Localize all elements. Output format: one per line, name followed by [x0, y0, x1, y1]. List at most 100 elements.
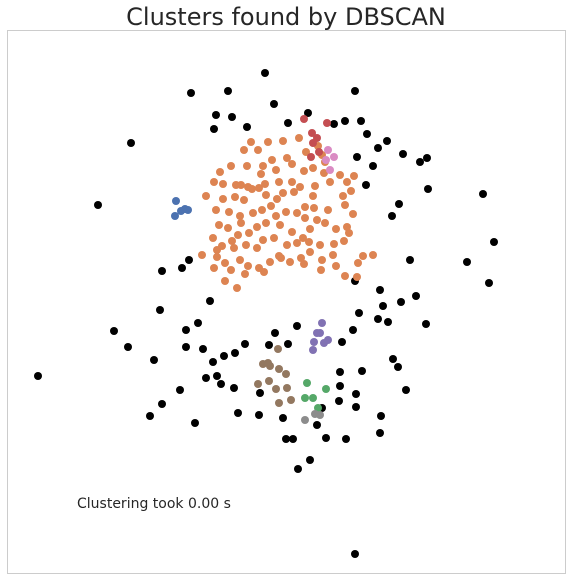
data-point: [332, 262, 340, 270]
data-point: [191, 419, 199, 427]
data-point: [336, 368, 344, 376]
data-point: [261, 180, 269, 188]
data-point: [240, 146, 248, 154]
data-point: [320, 169, 328, 177]
data-point: [234, 409, 242, 417]
data-point: [485, 279, 493, 287]
data-point: [353, 153, 361, 161]
data-point: [275, 365, 283, 373]
data-point: [206, 297, 214, 305]
data-point: [267, 202, 275, 210]
data-point: [249, 209, 257, 217]
data-point: [316, 241, 324, 249]
data-point: [210, 264, 218, 272]
data-point: [309, 164, 317, 172]
data-point: [182, 343, 190, 351]
data-point: [256, 389, 264, 397]
data-point: [424, 185, 432, 193]
data-point: [341, 117, 349, 125]
data-point: [384, 318, 392, 326]
data-point: [354, 259, 362, 267]
data-point: [323, 119, 331, 127]
data-point: [213, 372, 221, 380]
data-point: [309, 139, 317, 147]
data-point: [202, 374, 210, 382]
data-point: [228, 237, 236, 245]
data-point: [271, 329, 279, 337]
series-5: [309, 319, 332, 354]
data-point: [416, 158, 424, 166]
data-point: [150, 356, 158, 364]
data-point: [479, 190, 487, 198]
data-point: [34, 372, 42, 380]
series-1: [198, 134, 377, 292]
data-point: [209, 234, 217, 242]
data-point: [217, 380, 225, 388]
data-point: [282, 370, 290, 378]
data-point: [270, 234, 278, 242]
data-point: [185, 256, 193, 264]
data-point: [332, 225, 340, 233]
data-point: [349, 210, 357, 218]
series-0: [34, 69, 498, 558]
data-point: [330, 120, 338, 128]
data-point: [275, 252, 283, 260]
data-point: [110, 327, 118, 335]
data-point: [171, 212, 179, 220]
data-point: [296, 183, 304, 191]
data-point: [330, 153, 338, 161]
data-point: [158, 400, 166, 408]
data-point: [220, 352, 228, 360]
data-point: [318, 256, 326, 264]
data-point: [260, 268, 268, 276]
data-point: [279, 137, 287, 145]
data-point: [383, 137, 391, 145]
data-point: [304, 109, 312, 117]
data-point: [379, 302, 387, 310]
data-point: [146, 412, 154, 420]
data-point: [224, 87, 232, 95]
data-point: [127, 139, 135, 147]
data-point: [301, 394, 309, 402]
data-point: [247, 138, 255, 146]
data-point: [287, 396, 295, 404]
data-point: [158, 267, 166, 275]
data-point: [377, 412, 385, 420]
data-point: [272, 212, 280, 220]
data-point: [463, 258, 471, 266]
data-point: [299, 234, 307, 242]
series-6: [254, 345, 295, 407]
data-point: [310, 204, 318, 212]
data-point: [351, 550, 359, 558]
data-point: [253, 223, 261, 231]
data-point: [313, 421, 321, 429]
data-point: [340, 237, 348, 245]
data-point: [336, 382, 344, 390]
data-point: [359, 252, 367, 260]
data-point: [322, 434, 330, 442]
data-point: [244, 262, 252, 270]
data-point: [490, 238, 498, 246]
data-point: [228, 113, 236, 121]
data-point: [275, 399, 283, 407]
data-point: [213, 253, 221, 261]
data-point: [289, 435, 297, 443]
data-point: [294, 465, 302, 473]
data-point: [215, 221, 223, 229]
data-point: [412, 292, 420, 300]
data-point: [350, 172, 358, 180]
data-point: [231, 193, 239, 201]
points-layer: [34, 69, 498, 558]
data-point: [347, 187, 355, 195]
data-point: [216, 168, 224, 176]
series-7: [301, 379, 330, 412]
data-point: [311, 182, 319, 190]
data-point: [306, 248, 314, 256]
data-point: [283, 384, 291, 392]
data-point: [394, 363, 402, 371]
data-point: [279, 189, 287, 197]
data-point: [305, 238, 313, 246]
data-point: [210, 178, 218, 186]
data-point: [236, 256, 244, 264]
data-point: [230, 244, 238, 252]
